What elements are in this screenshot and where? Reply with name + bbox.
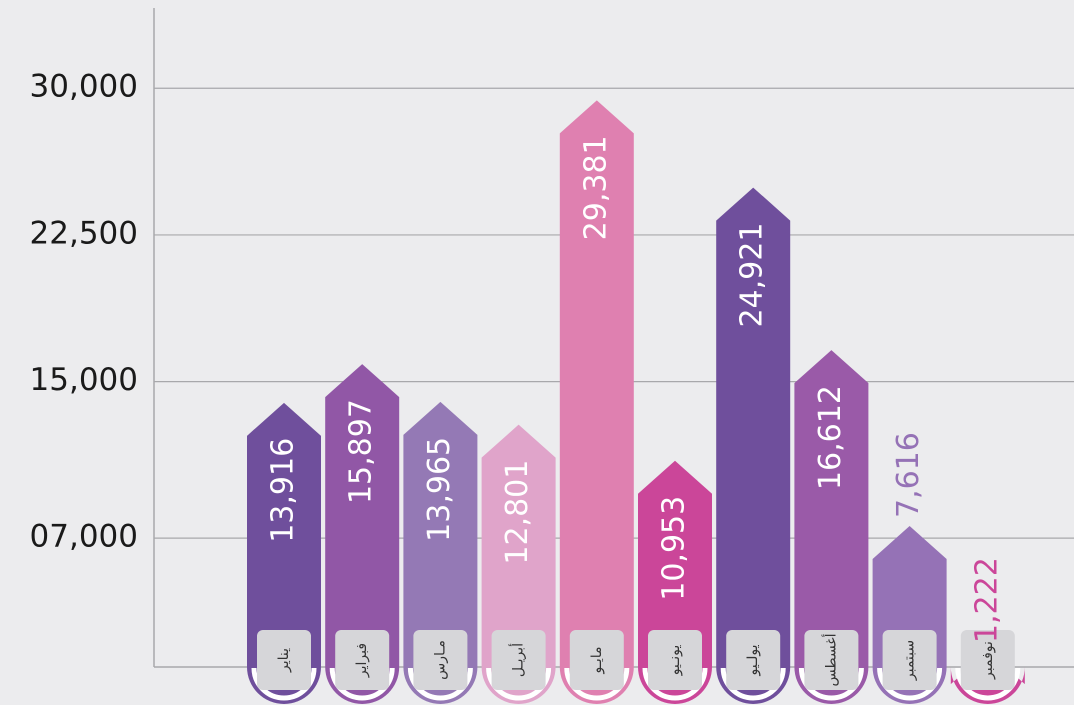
bar-base-ring bbox=[329, 667, 395, 701]
value-label: 15,897 bbox=[344, 399, 379, 504]
bar-base-ring bbox=[955, 667, 1021, 701]
y-tick-label: 15,000 bbox=[30, 362, 138, 398]
value-label: 10,953 bbox=[657, 496, 692, 601]
y-tick-label: 22,500 bbox=[30, 215, 138, 251]
bar-base-ring bbox=[720, 667, 786, 701]
category-label: يولـيو bbox=[745, 644, 761, 676]
category-label: أغسطس bbox=[821, 633, 839, 686]
category-label: سبتمبر bbox=[902, 640, 918, 681]
value-label: 16,612 bbox=[813, 385, 848, 490]
category-box bbox=[491, 630, 546, 690]
value-label: 13,916 bbox=[266, 438, 301, 543]
bar bbox=[247, 402, 321, 704]
category-box bbox=[960, 630, 1015, 690]
category-box bbox=[569, 630, 624, 690]
value-label: 12,801 bbox=[500, 460, 535, 565]
bar bbox=[325, 364, 400, 704]
category-label: أبريـل bbox=[509, 643, 527, 677]
value-label: 13,965 bbox=[422, 437, 457, 542]
bar bbox=[559, 100, 634, 704]
category-label: مايـو bbox=[589, 647, 605, 675]
y-tick-label: 07,000 bbox=[30, 519, 138, 555]
value-label: 24,921 bbox=[735, 223, 770, 328]
bar-base-ring bbox=[798, 667, 864, 701]
bar-base-ring bbox=[251, 667, 317, 701]
bar-base-ring bbox=[407, 667, 473, 701]
value-label: 7,616 bbox=[891, 432, 926, 518]
value-label: 29,381 bbox=[578, 135, 613, 240]
category-label: يونـيو bbox=[667, 645, 683, 677]
bar bbox=[794, 350, 869, 704]
bar-base-ring bbox=[877, 667, 943, 701]
category-box bbox=[335, 630, 390, 690]
bar bbox=[403, 401, 478, 704]
category-label: مـارس bbox=[432, 640, 448, 680]
category-label: يناير bbox=[276, 648, 292, 673]
category-box bbox=[804, 630, 859, 690]
category-box bbox=[648, 630, 702, 690]
category-box bbox=[257, 630, 311, 690]
category-box bbox=[882, 630, 937, 690]
bar-base-ring bbox=[564, 667, 630, 701]
y-tick-label: 30,000 bbox=[30, 69, 138, 105]
category-label: فبراير bbox=[354, 643, 370, 678]
category-box bbox=[413, 630, 468, 690]
value-label: 1,222 bbox=[969, 557, 1004, 643]
bar-base-ring bbox=[642, 667, 708, 701]
category-label: نوفمبر bbox=[980, 641, 996, 680]
bar bbox=[716, 187, 791, 704]
category-box bbox=[726, 630, 781, 690]
bar-base-ring bbox=[486, 667, 552, 701]
